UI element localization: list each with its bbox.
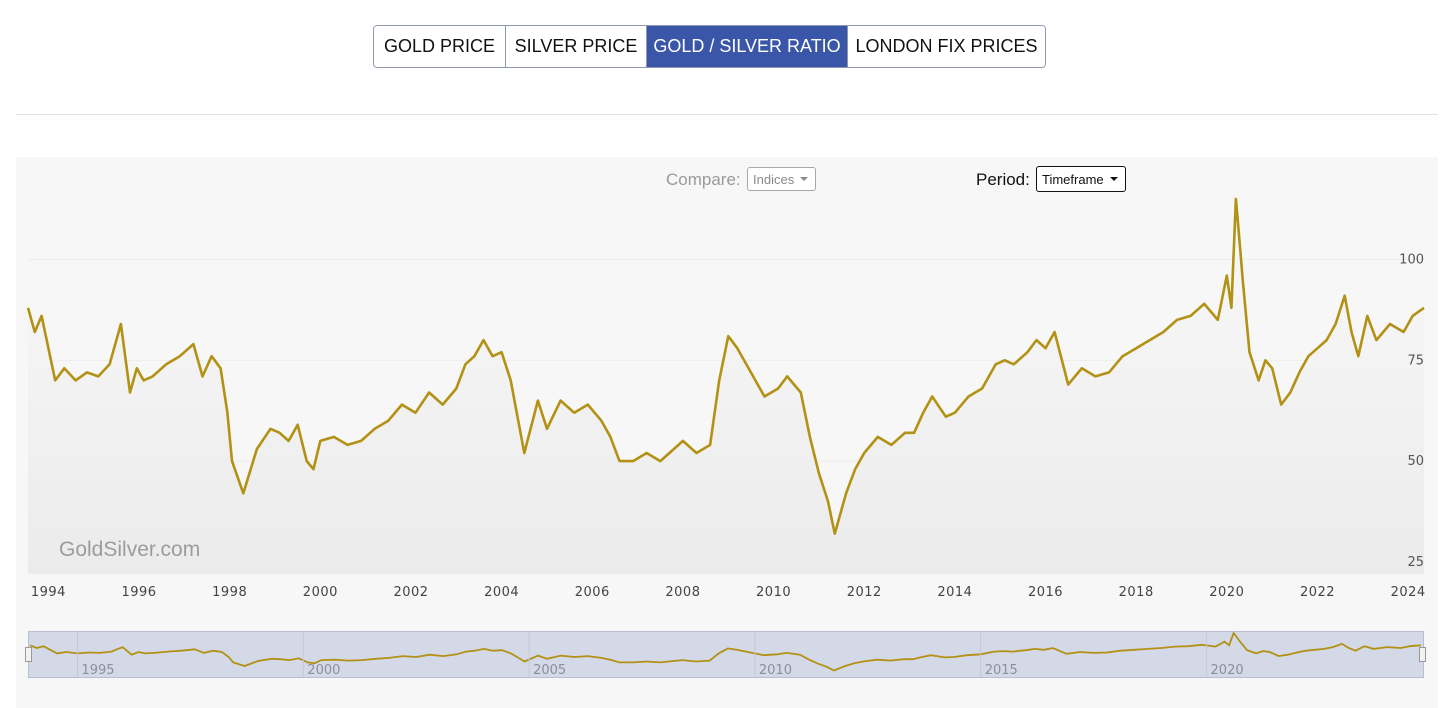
compare-value: Indices — [753, 171, 795, 187]
period-value: Timeframe — [1042, 171, 1104, 187]
navigator-right-handle[interactable] — [1419, 647, 1426, 662]
ratio-series-line[interactable] — [26, 197, 1425, 535]
navigator-left-handle[interactable] — [25, 647, 32, 662]
chevron-down-icon — [800, 177, 809, 181]
period-dropdown[interactable]: Timeframe — [1036, 166, 1126, 192]
tab-silver-price[interactable]: SILVER PRICE — [506, 26, 647, 67]
tab-gold-price[interactable]: GOLD PRICE — [374, 26, 506, 67]
tab-london-fix-prices[interactable]: LONDON FIX PRICES — [848, 26, 1045, 67]
period-label: Period: — [976, 170, 1030, 189]
range-navigator[interactable] — [28, 631, 1424, 678]
section-divider — [16, 114, 1438, 115]
compare-dropdown[interactable]: Indices — [747, 167, 816, 191]
chart-tabs: GOLD PRICE SILVER PRICE GOLD / SILVER RA… — [373, 25, 1046, 68]
compare-label: Compare: — [666, 170, 741, 189]
watermark-logo: GoldSilver.com — [59, 538, 201, 561]
tab-gold-silver-ratio[interactable]: GOLD / SILVER RATIO — [647, 26, 848, 67]
chevron-down-icon — [1109, 177, 1118, 181]
